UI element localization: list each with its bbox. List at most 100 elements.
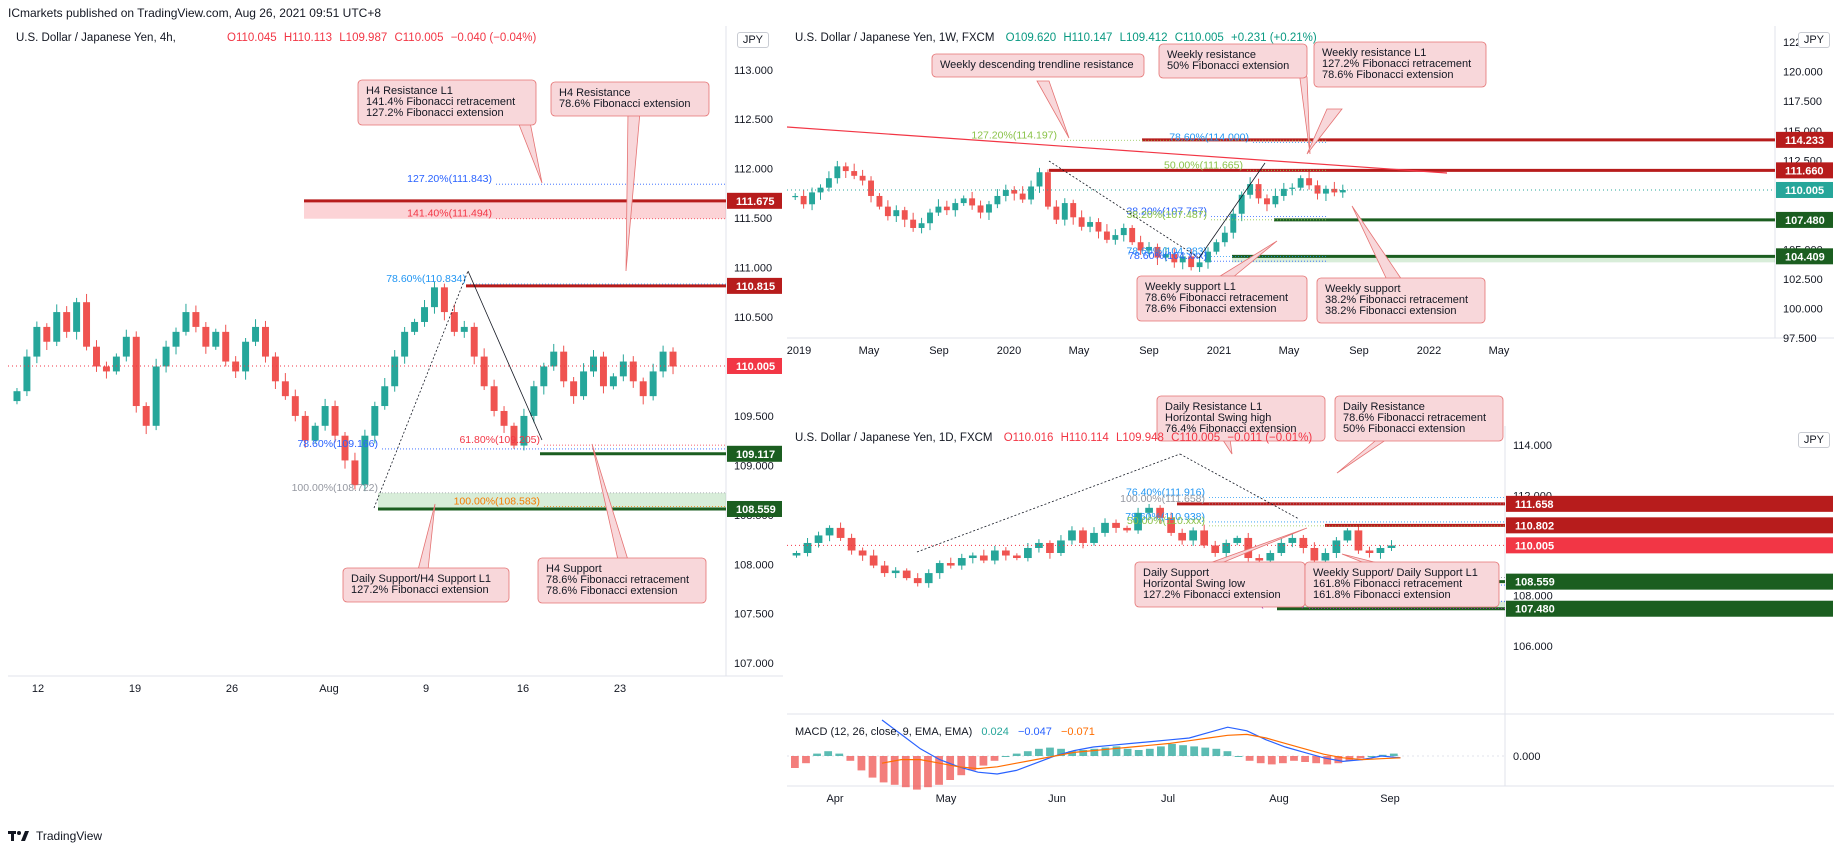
candle-body — [1036, 172, 1043, 187]
price-tick-label: 114.000 — [1513, 440, 1552, 452]
fib-level-label: 127.20%(114.197) — [971, 129, 1057, 141]
sr-level-tag: 114.233 — [1785, 135, 1824, 147]
price-tick-label: 112.000 — [734, 164, 773, 176]
fib-level-label: 78.60%(110.834) — [386, 273, 466, 285]
macd-line — [881, 719, 1401, 775]
candle-body — [935, 206, 942, 213]
time-tick-label: Sep — [929, 345, 949, 357]
callout-text: Weekly resistance L1 — [1322, 47, 1426, 59]
candle-body — [1321, 553, 1330, 561]
sr-level-tag: 111.675 — [736, 196, 775, 208]
candle-body — [1343, 530, 1352, 541]
candle-body — [1178, 532, 1187, 541]
candle-body — [450, 312, 458, 332]
candle-body — [162, 346, 170, 367]
d1-currency-button[interactable]: JPY — [1797, 432, 1830, 448]
price-tick-label: 109.500 — [734, 411, 774, 423]
w1-chart-canvas[interactable]: 122.500120.000117.500115.000112.500107.5… — [787, 26, 1834, 362]
callout-box — [550, 81, 710, 117]
callout-pointer — [1298, 70, 1311, 155]
h4-chart-canvas[interactable]: 113.000 112.500 112.000 111.500 111.000 110.5… — [8, 26, 783, 816]
w1-currency-button[interactable]: JPY — [1797, 32, 1830, 48]
candle-body — [952, 203, 959, 211]
candle-body — [847, 537, 856, 551]
candle-body — [1154, 246, 1161, 258]
h4-high: H110.113 — [283, 32, 333, 44]
fib-level-label: 100.00%(111.658) — [1120, 493, 1205, 505]
callout-text: 127.2% Fibonacci extension — [366, 107, 504, 119]
candle-body — [261, 326, 269, 357]
sr-level-tag-bg — [1506, 517, 1833, 534]
candle-body — [842, 166, 849, 172]
h4-currency-button[interactable]: JPY — [736, 32, 769, 48]
callout-box — [1304, 561, 1500, 608]
fib-level-label: 100.00%(108.722) — [292, 482, 378, 494]
candle-body — [242, 341, 250, 372]
time-tick-label: Aug — [1269, 793, 1289, 805]
macd-histogram-bar — [1157, 746, 1165, 756]
time-tick-label: May — [1069, 345, 1090, 357]
callout-text: H4 Resistance L1 — [366, 85, 453, 97]
last-price-tag-bg — [1776, 181, 1833, 198]
candle-body — [935, 563, 944, 574]
time-tick-label: Apr — [826, 793, 843, 805]
candle-body — [800, 195, 807, 205]
price-tick-label: 97.500 — [1783, 333, 1817, 345]
fib-drawing-line — [1179, 453, 1300, 520]
candle-body — [1137, 242, 1144, 251]
candle-body — [1331, 188, 1338, 193]
macd-histogram-bar — [1190, 746, 1199, 756]
sr-level-tag: 111.660 — [1785, 165, 1824, 177]
candle-body — [1146, 246, 1152, 251]
price-tick-label: 120.000 — [1783, 66, 1823, 78]
candle-body — [490, 386, 498, 411]
macd-histogram-bar — [1356, 756, 1365, 759]
d1-open: O110.016 — [1003, 432, 1054, 444]
macd-histogram-bar — [1012, 753, 1021, 756]
d1-chart-panel[interactable]: 114.000112.000108.000106.000AprMayJunJul… — [787, 395, 1834, 816]
candle-body — [1277, 542, 1286, 553]
callout-text: 141.4% Fibonacci retracement — [366, 96, 515, 108]
candle-body — [1095, 222, 1102, 232]
macd-histogram-bar — [1312, 756, 1321, 764]
sr-level-tag: 108.559 — [736, 504, 776, 516]
sr-level-tag: 109.117 — [736, 449, 775, 461]
macd-histogram-bar — [1378, 754, 1387, 756]
callout-text: Weekly support — [1325, 283, 1401, 295]
candle-body — [858, 550, 867, 556]
d1-chart-canvas[interactable]: 114.000112.000108.000106.000AprMayJunJul… — [787, 395, 1834, 816]
sr-level-tag-bg — [727, 192, 782, 209]
candle-body — [814, 535, 823, 543]
candle-body — [1120, 227, 1127, 236]
w1-high: H110.147 — [1063, 32, 1113, 44]
candle-body — [1211, 545, 1220, 553]
price-tick-label: 108.000 — [1513, 591, 1553, 603]
candle-body — [510, 425, 518, 446]
callout-text: Weekly resistance — [1167, 49, 1256, 61]
callout-text: 78.6% Fibonacci extension — [546, 585, 677, 597]
candle-body — [977, 205, 984, 213]
candle-body — [311, 425, 319, 441]
candle-body — [1068, 530, 1076, 541]
h4-chart-panel[interactable]: 113.000 112.500 112.000 111.500 111.000 110.5… — [8, 26, 783, 816]
callout-box — [1156, 395, 1326, 442]
callout-pointer — [1351, 205, 1403, 281]
w1-chart-panel[interactable]: 122.500120.000117.500115.000112.500107.5… — [787, 26, 1834, 362]
candle-body — [470, 326, 478, 357]
d1-low: L109.948 — [1115, 432, 1164, 444]
candle-body — [1129, 227, 1136, 243]
candle-body — [271, 356, 279, 382]
callout-text: 78.6% Fibonacci retracement — [1343, 412, 1486, 424]
candle-body — [1205, 251, 1211, 263]
candle-body — [1387, 545, 1396, 548]
candle-body — [1167, 517, 1175, 533]
callout-text: 78.6% Fibonacci extension — [1322, 69, 1453, 81]
candle-body — [979, 555, 988, 561]
candle-body — [212, 331, 220, 347]
callout-text: Weekly Support/ Daily Support L1 — [1313, 567, 1478, 579]
callout-text: 50% Fibonacci extension — [1343, 423, 1465, 435]
candle-body — [440, 287, 448, 313]
sr-level-tag-bg — [1506, 495, 1833, 512]
candle-body — [1101, 522, 1109, 533]
macd-histogram-bar — [1134, 750, 1143, 756]
